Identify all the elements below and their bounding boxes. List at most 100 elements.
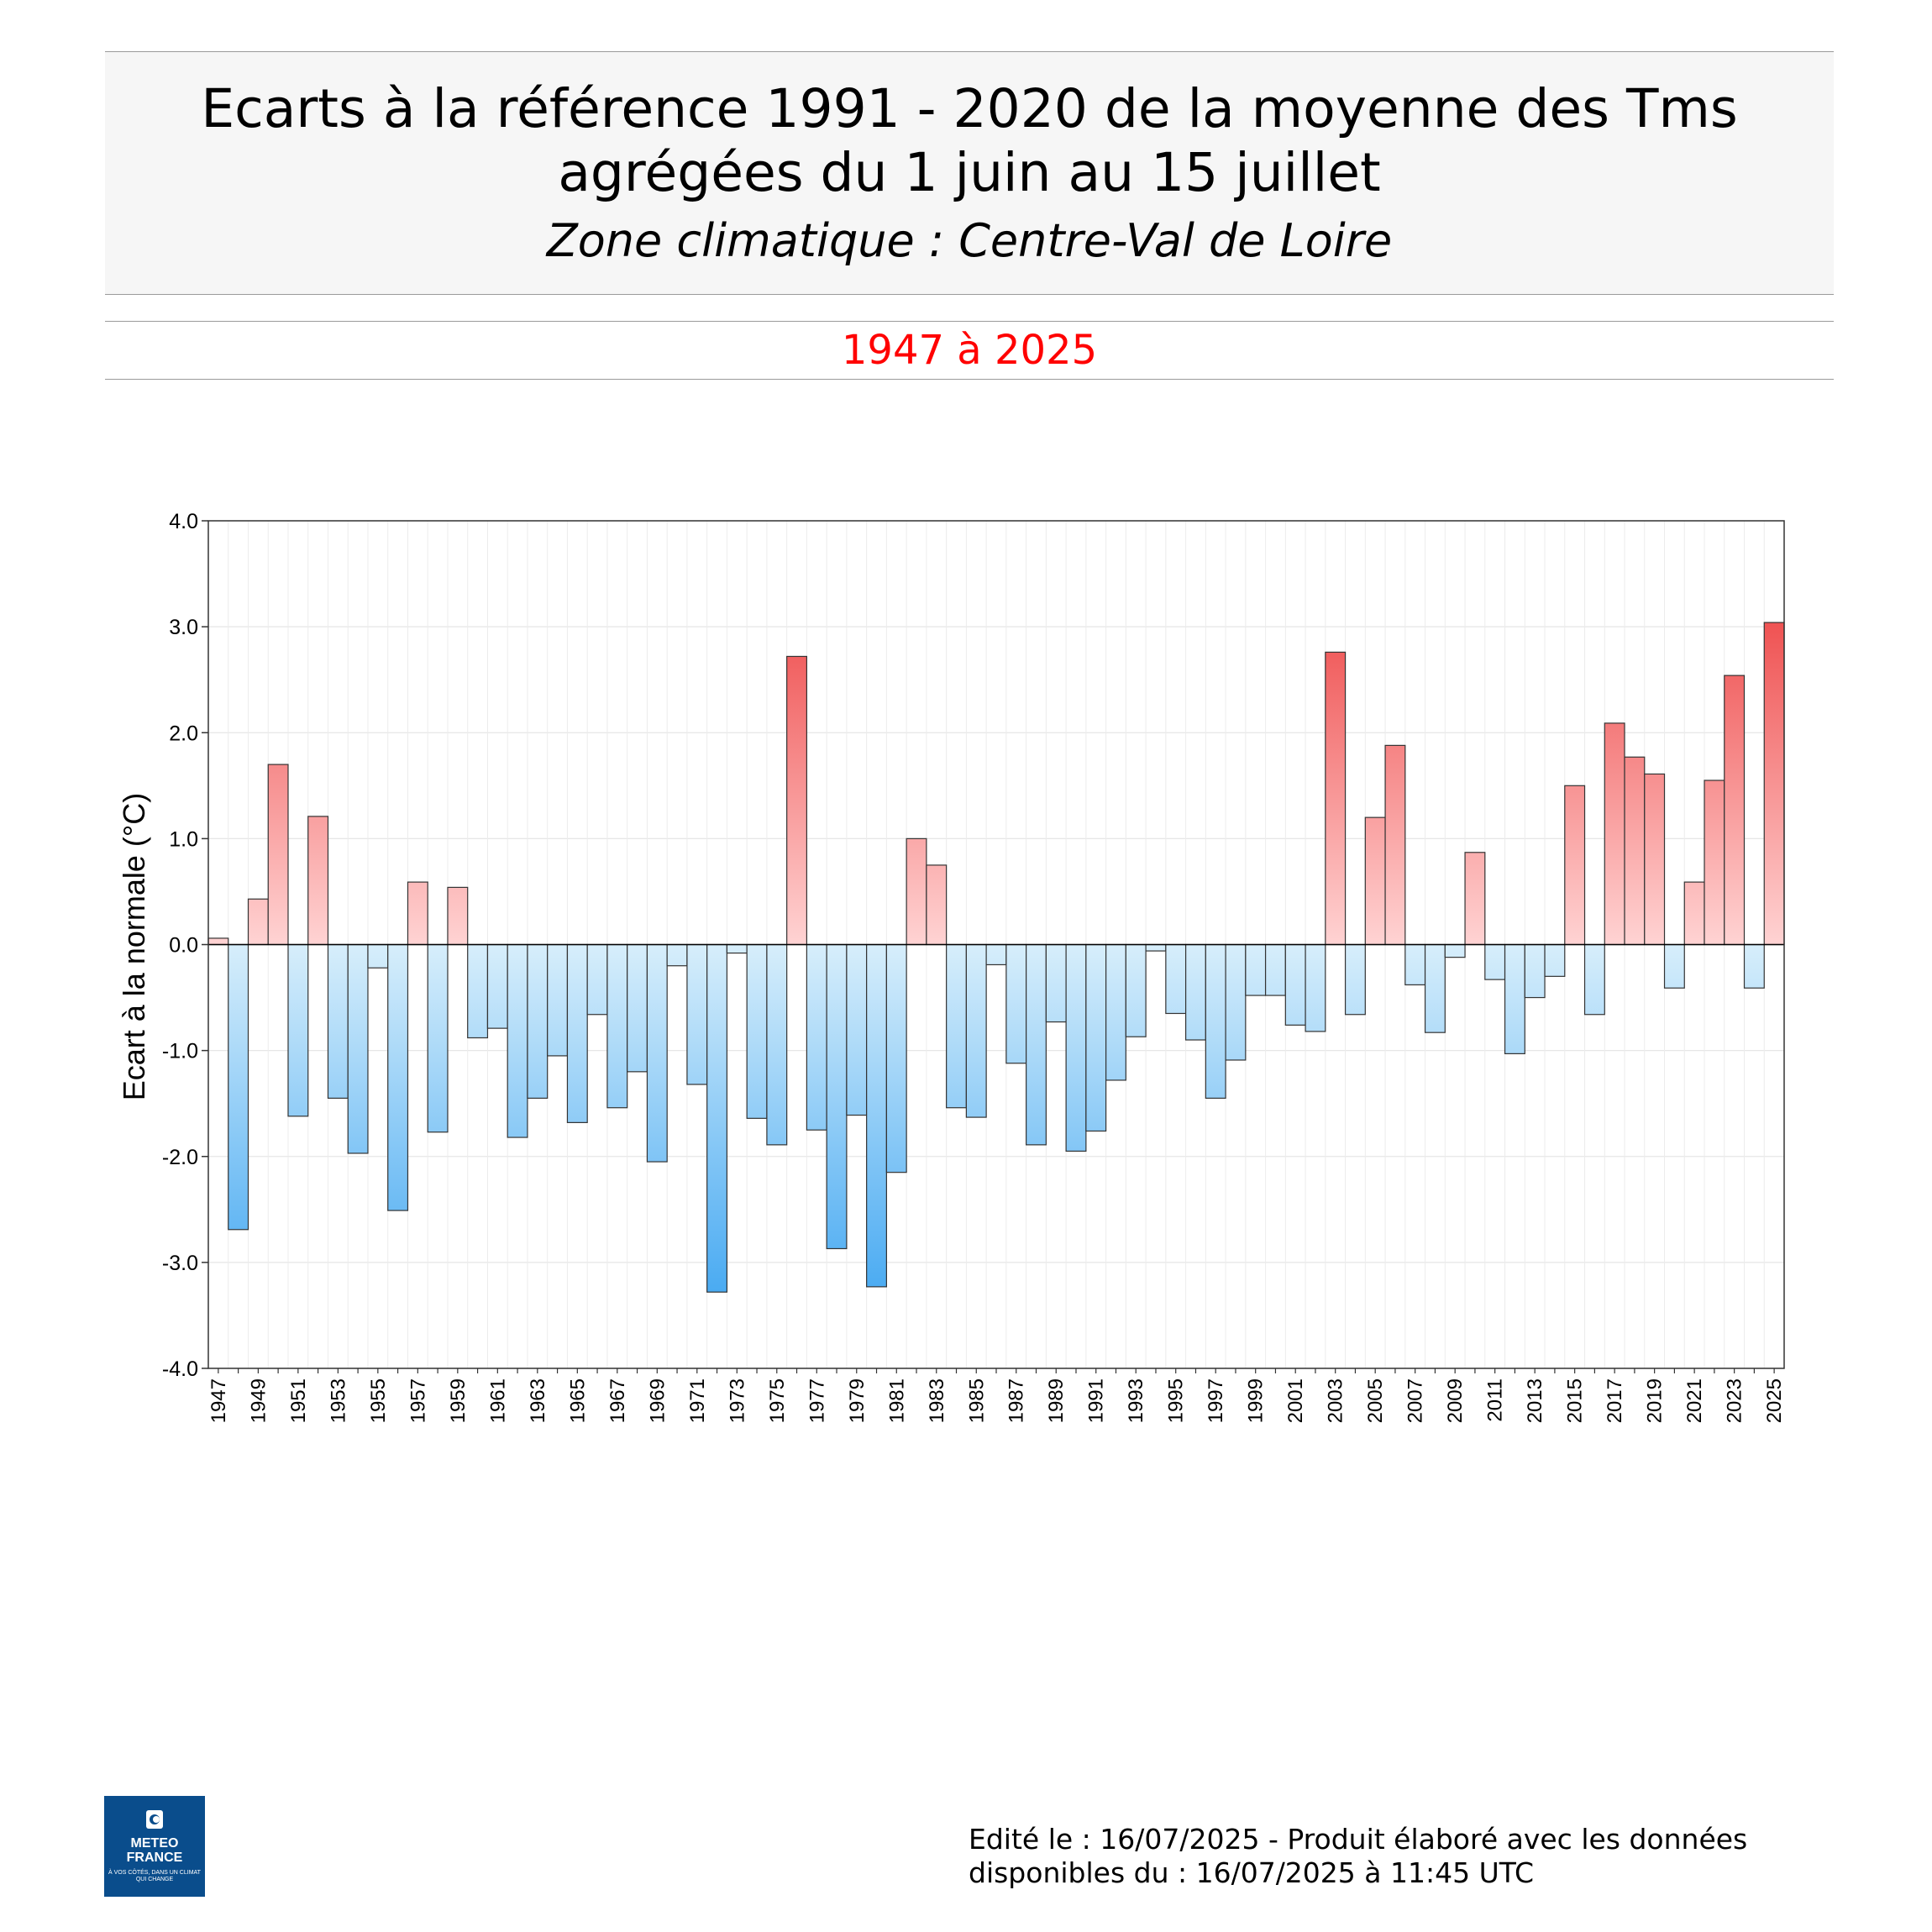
- bar-2015: [1564, 785, 1586, 946]
- bar-1993: [1125, 943, 1147, 1037]
- y-tick-label: -3.0: [162, 1252, 198, 1275]
- bar-1952: [307, 816, 329, 946]
- x-tick-label: 2021: [1683, 1378, 1706, 1423]
- x-tick-label: 1959: [447, 1378, 470, 1423]
- title-panel: Ecarts à la référence 1991 - 2020 de la …: [105, 51, 1834, 295]
- x-tick-label: 2001: [1284, 1378, 1307, 1423]
- x-tick-label: 1965: [566, 1378, 589, 1423]
- x-tick-label: 1947: [207, 1378, 230, 1423]
- x-tick-label: 2009: [1444, 1378, 1467, 1423]
- y-axis-label: Ecart à la normale (°C): [117, 793, 151, 1101]
- bar-1998: [1225, 943, 1247, 1061]
- y-tick-label: 3.0: [169, 616, 198, 639]
- x-tick-label: 1989: [1045, 1378, 1068, 1423]
- bar-chart: -4.0 -3.0 -2.0 -1.0 0.0 1.0 2.0 3.0 4.0 1947 1949 1…: [117, 510, 1786, 1423]
- bar-1989: [1045, 943, 1067, 1023]
- bars: [207, 622, 1785, 1293]
- bar-2023: [1724, 675, 1746, 946]
- bar-1995: [1165, 943, 1187, 1015]
- bar-1970: [666, 943, 688, 967]
- bar-1982: [906, 837, 927, 946]
- logo-tagline: À VOS CÔTÉS, DANS UN CLIMAT QUI CHANGE: [108, 1870, 201, 1882]
- x-tick-label: 2007: [1404, 1378, 1427, 1423]
- bar-1979: [846, 943, 868, 1116]
- x-tick-label: 2013: [1524, 1378, 1546, 1423]
- x-tick-label: 1983: [926, 1378, 948, 1423]
- logo-line2: FRANCE: [126, 1851, 183, 1865]
- bar-1947: [207, 937, 229, 946]
- bar-1959: [447, 886, 469, 946]
- bar-1975: [766, 943, 788, 1146]
- y-tick-label: -2.0: [162, 1146, 198, 1169]
- bar-1977: [806, 943, 827, 1131]
- x-tick-label: 1971: [686, 1378, 709, 1423]
- bar-2000: [1264, 943, 1286, 996]
- bar-2002: [1305, 943, 1326, 1032]
- bar-1960: [467, 943, 489, 1039]
- x-tick-label: 2017: [1604, 1378, 1626, 1423]
- bar-1969: [646, 943, 668, 1163]
- bar-2010: [1464, 852, 1486, 946]
- x-tick-label: 1995: [1165, 1378, 1188, 1423]
- bar-2013: [1524, 943, 1546, 999]
- x-tick-label: 1953: [327, 1378, 349, 1423]
- bar-1983: [926, 864, 948, 946]
- footer-line1: Edité le : 16/07/2025 - Produit élaboré …: [969, 1823, 1748, 1856]
- bar-1980: [866, 943, 887, 1288]
- bar-1988: [1026, 943, 1047, 1146]
- bar-2020: [1663, 943, 1685, 989]
- y-tick-label: -4.0: [162, 1357, 198, 1381]
- x-tick-label: 1951: [287, 1378, 310, 1423]
- bar-1955: [367, 943, 389, 969]
- logo-line1: METEO: [130, 1836, 179, 1851]
- bar-1958: [427, 943, 449, 1133]
- x-tick-label: 1955: [367, 1378, 390, 1423]
- y-tick-label: 0.0: [169, 934, 198, 958]
- logo-emblem-icon: [146, 1810, 163, 1829]
- bar-1994: [1145, 943, 1167, 952]
- bar-2007: [1404, 943, 1426, 986]
- x-tick-label: 1977: [806, 1378, 828, 1423]
- bar-1953: [327, 943, 349, 1099]
- x-tick-label: 1961: [486, 1378, 509, 1423]
- bar-1978: [826, 943, 848, 1250]
- bar-1987: [1005, 943, 1027, 1064]
- bar-1956: [387, 943, 409, 1211]
- bar-2006: [1384, 744, 1406, 946]
- x-tick-label: 2023: [1724, 1378, 1746, 1423]
- x-tick-label: 1963: [527, 1378, 549, 1423]
- y-tick-label: 2.0: [169, 722, 198, 745]
- x-tick-label: 2025: [1763, 1378, 1786, 1423]
- bar-1957: [407, 881, 428, 946]
- bar-2009: [1444, 943, 1466, 958]
- bar-1985: [965, 943, 987, 1118]
- bar-1967: [606, 943, 628, 1109]
- chart-title-line1: Ecarts à la référence 1991 - 2020 de la …: [201, 78, 1738, 139]
- bar-1984: [946, 943, 967, 1109]
- bar-2016: [1583, 943, 1605, 1016]
- x-tick-label: 1973: [726, 1378, 748, 1423]
- bar-2004: [1344, 943, 1366, 1016]
- x-tick-label: 2019: [1644, 1378, 1667, 1423]
- x-tick-label: 1975: [766, 1378, 789, 1423]
- axes: -4.0 -3.0 -2.0 -1.0 0.0 1.0 2.0 3.0 4.0 1947 1949 1…: [162, 510, 1786, 1423]
- bar-1971: [686, 943, 708, 1085]
- x-tick-label: 1999: [1245, 1378, 1268, 1423]
- bar-1948: [228, 943, 249, 1231]
- bar-1966: [586, 943, 608, 1016]
- x-tick-label: 2011: [1484, 1378, 1507, 1422]
- bar-2017: [1604, 722, 1625, 946]
- x-tick-label: 1991: [1085, 1378, 1108, 1423]
- bar-1950: [267, 764, 289, 946]
- x-tick-label: 1981: [885, 1378, 908, 1423]
- plot-frame: [207, 520, 1785, 1369]
- x-tick-label: 1967: [606, 1378, 629, 1423]
- footer-note: Edité le : 16/07/2025 - Produit élaboré …: [969, 1823, 1747, 1890]
- x-tick-label: 1987: [1005, 1378, 1028, 1423]
- bar-1949: [247, 898, 269, 946]
- bar-2001: [1284, 943, 1306, 1026]
- bar-1961: [486, 943, 508, 1029]
- x-tick-label: 2015: [1564, 1378, 1587, 1423]
- bar-1963: [527, 943, 549, 1099]
- bar-2022: [1704, 780, 1725, 946]
